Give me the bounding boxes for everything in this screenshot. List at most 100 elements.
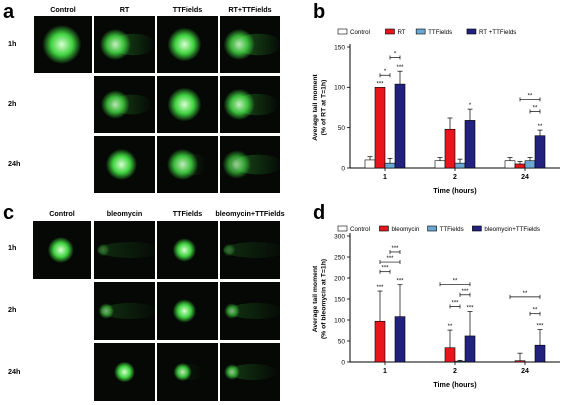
bracket-label: **	[533, 106, 538, 112]
legend-label: Control	[350, 29, 370, 36]
y-tick-label: 250	[334, 254, 345, 261]
row-label-a-24h: 24h	[8, 159, 21, 168]
comet-head	[223, 88, 255, 121]
bar	[454, 162, 466, 169]
bar-chart-b: Control RT TTFields RT +TTFields 0 50 100 150 Av…	[312, 28, 560, 195]
col-header-ttfields-c: TTFields	[172, 209, 203, 218]
x-axis-label: Time (hours)	[433, 380, 477, 389]
micrograph-a-2h-rt-ttfields	[220, 76, 280, 133]
row-label-c-2h: 2h	[8, 305, 17, 314]
y-tick-label: 100	[334, 85, 345, 92]
legend-label: RT +TTFields	[479, 29, 516, 36]
y-tick-label: 0	[341, 165, 345, 172]
bar	[444, 128, 456, 169]
legend-label: TTFields	[428, 29, 452, 36]
x-tick-label: 2	[453, 174, 457, 181]
y-tick-label: 50	[338, 338, 346, 345]
col-header-control-a: Control	[50, 5, 76, 14]
micrograph-c-24h-bleomycin-ttfields	[220, 343, 280, 401]
significance-label: **	[538, 124, 543, 130]
y-axis-label: Average tail moment	[312, 265, 319, 332]
comet-head	[167, 87, 202, 122]
micrograph-a-1h-ttfields	[157, 16, 218, 73]
bracket-label: ***	[386, 256, 394, 262]
legend-label: Control	[350, 226, 370, 233]
bar	[464, 335, 476, 363]
col-header-rt-ttfields: RT+TTFields	[228, 5, 272, 14]
comet-head	[167, 148, 199, 181]
significance-label: ***	[466, 306, 474, 312]
bar	[374, 320, 386, 363]
micrograph-a-24h-rt-ttfields	[220, 136, 280, 193]
row-label-a-1h: 1h	[8, 39, 17, 48]
col-header-rt: RT	[119, 5, 130, 14]
bracket-label: ***	[461, 289, 469, 295]
bar	[444, 347, 456, 363]
x-tick-label: 2	[453, 368, 457, 375]
comet-head	[42, 25, 82, 64]
bracket-label: *	[384, 69, 387, 75]
significance-label: ***	[376, 285, 384, 291]
legend-swatch	[337, 28, 348, 35]
col-header-bleomycin-ttfields: bleomycin+TTFields	[215, 209, 285, 218]
bar	[504, 160, 516, 169]
micrograph-a-2h-rt	[94, 76, 155, 133]
bracket-label: **	[528, 93, 533, 99]
legend-swatch	[415, 28, 426, 35]
bar	[394, 316, 406, 363]
y-axis-label: Average tail moment	[312, 73, 319, 140]
bar	[394, 83, 406, 169]
micrograph-a-24h-control	[94, 136, 155, 193]
legend-swatch	[379, 225, 389, 232]
comet-head	[223, 28, 255, 61]
y-tick-label: 150	[334, 296, 345, 303]
micrograph-a-24h-rt	[157, 136, 218, 193]
bar	[464, 120, 476, 169]
y-tick-label: 50	[338, 125, 346, 132]
significance-label: **	[448, 324, 453, 330]
comet-head	[47, 237, 74, 263]
micrograph-a-2h-ttfields	[157, 76, 218, 133]
comet-tail	[227, 303, 280, 319]
micrograph-c-1h-control	[33, 221, 91, 279]
legend-label: TTFields	[440, 226, 464, 233]
y-tick-label: 0	[341, 359, 345, 366]
bracket-label: *	[394, 51, 397, 57]
x-tick-label: 1	[383, 174, 387, 181]
micrograph-c-2h-bleomycin	[94, 282, 155, 340]
legend-swatch	[466, 28, 477, 35]
comet-head	[222, 150, 252, 179]
bar	[534, 344, 546, 363]
col-header-bleomycin: bleomycin	[106, 209, 143, 218]
y-tick-label: 300	[334, 233, 345, 240]
significance-label: ***	[396, 65, 404, 71]
legend-swatch	[337, 225, 348, 232]
comet-head	[224, 364, 240, 380]
bar	[454, 360, 466, 363]
x-tick-label: 24	[521, 368, 529, 375]
bar	[364, 159, 376, 169]
row-label-a-2h: 2h	[8, 99, 17, 108]
legend-label: RT	[397, 29, 405, 36]
bar	[524, 160, 536, 169]
comet-head	[101, 90, 130, 119]
comet-tail	[223, 242, 280, 258]
micrograph-c-24h-control	[94, 343, 155, 401]
micrograph-a-1h-rt	[94, 16, 155, 73]
micrograph-c-2h-bleomycin-ttfields	[220, 282, 280, 340]
micrograph-a-1h-rt-ttfields	[220, 16, 280, 73]
micrograph-c-1h-bleomycin-ttfields	[220, 221, 280, 279]
bar	[514, 360, 526, 363]
y-tick-label: 150	[334, 44, 345, 51]
panel-letter-b: b	[313, 1, 326, 23]
significance-label: ***	[376, 81, 384, 87]
bar	[534, 135, 546, 169]
y-axis-label: (% of bleomycin at T=1h)	[321, 259, 328, 339]
col-header-control-c: Control	[49, 209, 75, 218]
comet-tail	[227, 364, 279, 380]
micrograph-c-2h-ttfields	[157, 282, 218, 340]
legend-label: bleomycin+TTFields	[484, 226, 540, 233]
comet-head	[96, 243, 110, 257]
micrograph-c-1h-ttfields	[157, 221, 218, 279]
bar	[514, 163, 526, 169]
